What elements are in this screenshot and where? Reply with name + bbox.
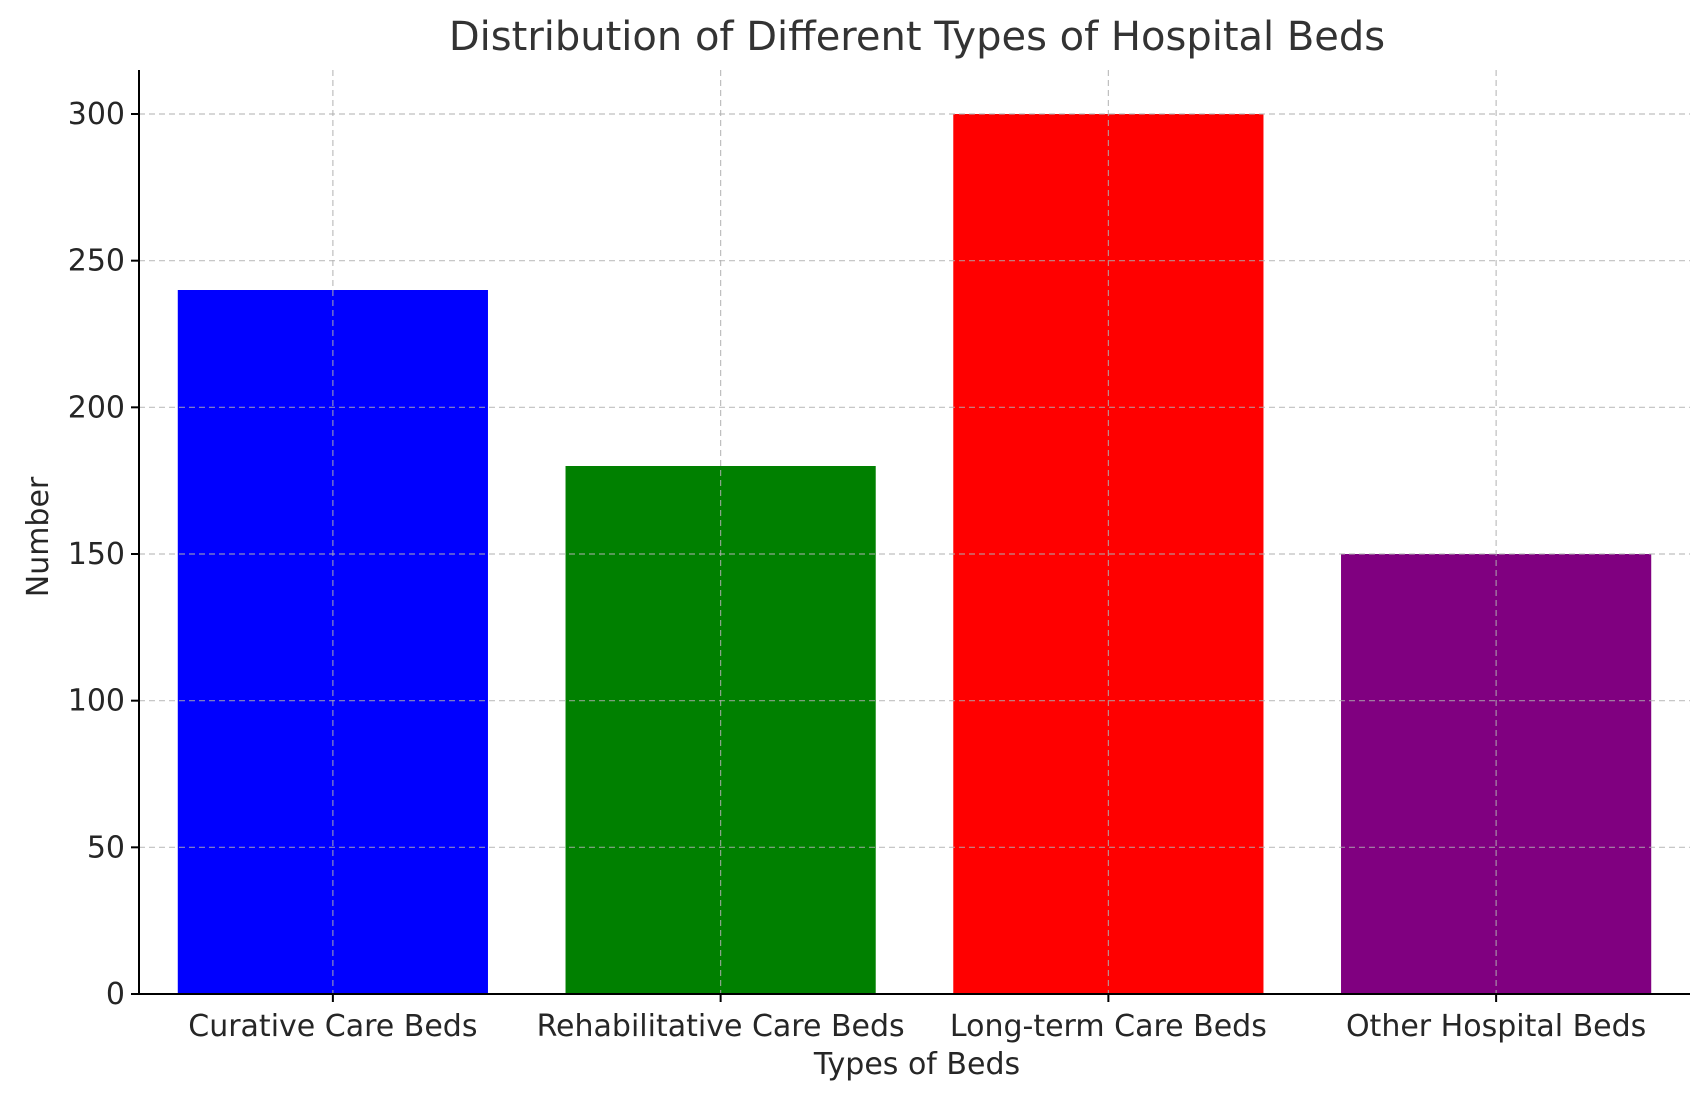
x-tick-label-2: Long-term Care Beds bbox=[950, 1009, 1267, 1044]
x-axis-label: Types of Beds bbox=[813, 1047, 1020, 1082]
axes bbox=[138, 70, 1690, 995]
y-ticks: 0 50 100 150 200 250 300 bbox=[68, 97, 139, 1012]
y-tick-label-250: 250 bbox=[68, 244, 125, 279]
horizontal-grid-lines bbox=[139, 113, 1690, 848]
x-ticks: Curative Care Beds Rehabilitative Care Be… bbox=[188, 994, 1646, 1044]
y-tick-label-300: 300 bbox=[68, 97, 125, 132]
y-tick-label-150: 150 bbox=[68, 537, 125, 572]
y-tick-label-100: 100 bbox=[68, 684, 125, 719]
chart-title: Distribution of Different Types of Hospi… bbox=[449, 14, 1385, 60]
x-tick-label-1: Rehabilitative Care Beds bbox=[537, 1009, 905, 1044]
y-tick-label-0: 0 bbox=[106, 977, 125, 1012]
x-tick-label-3: Other Hospital Beds bbox=[1346, 1009, 1646, 1044]
y-axis-label: Number bbox=[21, 476, 56, 597]
vertical-grid-lines bbox=[332, 70, 1497, 994]
y-tick-label-200: 200 bbox=[68, 390, 125, 425]
y-tick-label-50: 50 bbox=[87, 830, 125, 865]
x-tick-label-0: Curative Care Beds bbox=[188, 1009, 477, 1044]
